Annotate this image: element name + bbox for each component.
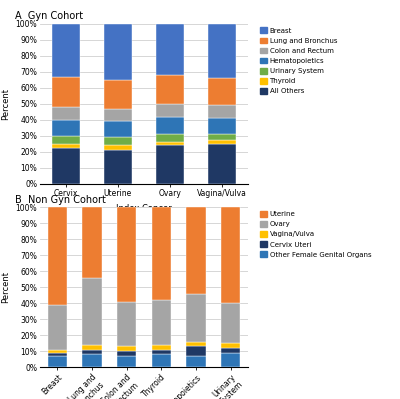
Bar [82, 350, 102, 354]
Bar [208, 134, 236, 140]
Bar [117, 207, 136, 302]
Bar [117, 351, 136, 356]
Bar [82, 278, 102, 345]
Bar [152, 207, 171, 300]
Bar [156, 142, 184, 145]
Bar [48, 356, 67, 367]
Bar [104, 150, 132, 184]
Y-axis label: Percent: Percent [1, 88, 10, 120]
Bar [104, 121, 132, 137]
Bar [48, 353, 67, 356]
Bar [152, 300, 171, 345]
Bar [104, 80, 132, 109]
Bar [186, 294, 206, 342]
Bar [156, 75, 184, 104]
Bar [82, 345, 102, 350]
Bar [186, 342, 206, 346]
Bar [156, 134, 184, 142]
Bar [52, 107, 80, 120]
Bar [48, 207, 67, 305]
Bar [82, 207, 102, 278]
Bar [208, 24, 236, 78]
Bar [117, 346, 136, 351]
Bar [221, 348, 240, 353]
Legend: Uterine, Ovary, Vagina/Vulva, Cervix Uteri, Other Female Genital Organs: Uterine, Ovary, Vagina/Vulva, Cervix Ute… [260, 211, 371, 258]
Bar [156, 104, 184, 117]
Bar [221, 343, 240, 348]
Bar [104, 109, 132, 121]
Bar [104, 24, 132, 80]
X-axis label: Index Cancer: Index Cancer [116, 203, 172, 213]
Bar [221, 353, 240, 367]
Bar [48, 350, 67, 353]
Bar [52, 24, 80, 77]
Bar [208, 78, 236, 105]
Bar [152, 345, 171, 350]
Bar [152, 354, 171, 367]
Bar [52, 120, 80, 136]
Bar [152, 350, 171, 354]
Y-axis label: Percent: Percent [1, 271, 10, 303]
Bar [208, 105, 236, 118]
Bar [156, 145, 184, 184]
Bar [186, 346, 206, 356]
Bar [52, 148, 80, 184]
Bar [104, 137, 132, 145]
Bar [117, 356, 136, 367]
Bar [52, 144, 80, 148]
Bar [221, 303, 240, 343]
Bar [186, 356, 206, 367]
Bar [52, 136, 80, 144]
Bar [186, 207, 206, 294]
Text: A  Gyn Cohort: A Gyn Cohort [15, 11, 83, 21]
Bar [52, 77, 80, 107]
Bar [48, 305, 67, 350]
Bar [117, 302, 136, 346]
Bar [82, 354, 102, 367]
Bar [208, 118, 236, 134]
Text: B  Non Gyn Cohort: B Non Gyn Cohort [15, 195, 106, 205]
Bar [221, 207, 240, 303]
Bar [208, 140, 236, 144]
Legend: Breast, Lung and Bronchus, Colon and Rectum, Hematopoietics, Urinary System, Thy: Breast, Lung and Bronchus, Colon and Rec… [260, 28, 337, 94]
Bar [156, 24, 184, 75]
Bar [104, 145, 132, 150]
Bar [156, 117, 184, 134]
Bar [208, 144, 236, 184]
